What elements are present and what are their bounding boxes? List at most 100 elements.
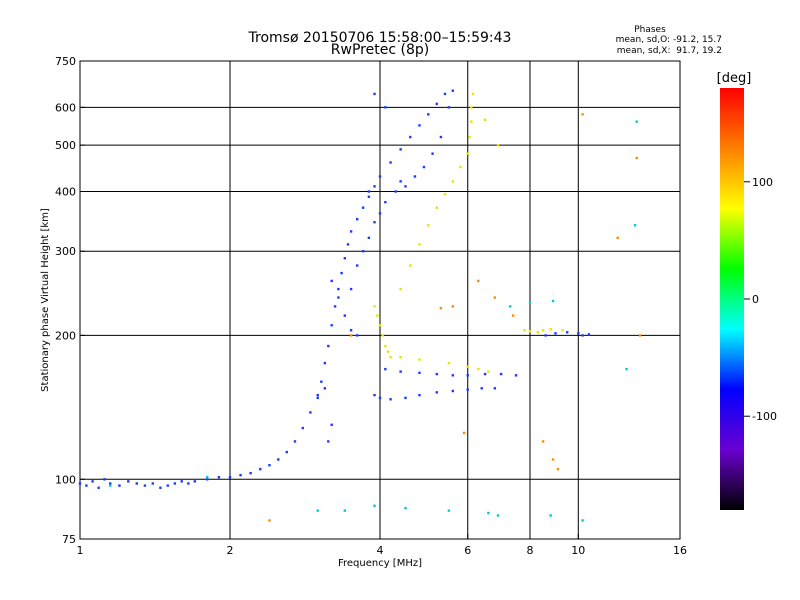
data-point bbox=[173, 482, 177, 485]
data-point bbox=[477, 279, 480, 283]
data-point bbox=[635, 156, 638, 160]
phases-heading: Phases bbox=[634, 25, 666, 35]
y-axis-ticks: 75 100 200 300 400 500 600 750 bbox=[55, 55, 85, 546]
data-point bbox=[431, 152, 434, 155]
data-point bbox=[541, 440, 545, 443]
data-point bbox=[528, 301, 532, 304]
data-point bbox=[577, 332, 580, 335]
data-point bbox=[166, 484, 169, 487]
data-point bbox=[135, 482, 138, 485]
data-point bbox=[418, 124, 421, 127]
x-tick-label: 8 bbox=[527, 544, 534, 557]
data-point bbox=[443, 92, 447, 96]
data-point bbox=[536, 331, 540, 334]
data-point bbox=[373, 393, 376, 397]
data-point bbox=[581, 113, 584, 116]
data-point bbox=[451, 89, 455, 92]
data-point bbox=[337, 296, 340, 299]
y-tick-label: 200 bbox=[55, 329, 76, 342]
data-point bbox=[85, 484, 88, 487]
data-point bbox=[323, 387, 327, 390]
data-point bbox=[343, 509, 347, 512]
data-point bbox=[451, 374, 455, 377]
data-point bbox=[389, 356, 392, 359]
data-point bbox=[551, 458, 555, 461]
data-point bbox=[544, 334, 547, 337]
data-point bbox=[389, 398, 392, 401]
grid-lines bbox=[80, 61, 680, 539]
data-point bbox=[349, 230, 353, 233]
data-point bbox=[127, 480, 130, 483]
chart-title: Tromsø 20150706 15:58:00–15:59:43 bbox=[248, 30, 512, 46]
data-point bbox=[447, 361, 451, 365]
data-point bbox=[459, 165, 462, 169]
data-point bbox=[499, 372, 503, 376]
data-point bbox=[447, 509, 451, 512]
data-point bbox=[514, 374, 518, 377]
data-point bbox=[399, 148, 402, 151]
x-tick-label: 6 bbox=[464, 544, 471, 557]
data-point bbox=[378, 396, 382, 400]
data-point bbox=[309, 411, 312, 414]
x-axis-label: Frequency [MHz] bbox=[338, 558, 422, 569]
data-point bbox=[496, 143, 500, 147]
data-point bbox=[487, 511, 490, 515]
data-point bbox=[541, 329, 545, 332]
data-point bbox=[367, 236, 371, 240]
data-point bbox=[466, 374, 469, 377]
data-point bbox=[451, 389, 455, 393]
data-point bbox=[109, 482, 112, 485]
data-point bbox=[528, 330, 532, 333]
y-tick-label: 500 bbox=[55, 139, 76, 152]
data-point bbox=[409, 264, 412, 267]
data-point bbox=[439, 306, 443, 310]
colorbar-ticks: 100 0 -100 bbox=[744, 176, 777, 423]
data-point bbox=[399, 287, 402, 291]
data-point bbox=[404, 506, 407, 510]
phases-o-stats: mean, sd,O: -91.2, 15.7 bbox=[616, 35, 722, 45]
data-point bbox=[523, 329, 526, 332]
data-point bbox=[638, 334, 642, 337]
data-point bbox=[427, 113, 430, 116]
data-point bbox=[418, 371, 421, 375]
data-point bbox=[493, 296, 497, 299]
data-point bbox=[549, 328, 552, 331]
data-point bbox=[373, 92, 376, 96]
data-point bbox=[551, 299, 555, 303]
data-point bbox=[330, 423, 333, 427]
x-tick-label: 16 bbox=[673, 544, 687, 557]
data-point bbox=[633, 224, 637, 227]
data-point bbox=[346, 243, 350, 246]
chart-subtitle: RwPretec (8p) bbox=[331, 42, 429, 58]
data-point bbox=[268, 464, 271, 467]
data-point bbox=[205, 478, 209, 481]
data-point bbox=[349, 329, 353, 332]
data-point bbox=[361, 250, 365, 253]
x-tick-label: 1 bbox=[77, 544, 84, 557]
data-point bbox=[466, 388, 469, 391]
data-point bbox=[451, 180, 455, 183]
data-point bbox=[439, 135, 443, 139]
data-point bbox=[228, 476, 232, 479]
data-point bbox=[159, 486, 162, 489]
data-point bbox=[404, 396, 407, 400]
data-point bbox=[316, 393, 319, 397]
data-point bbox=[399, 370, 402, 373]
data-point bbox=[91, 480, 94, 483]
data-point bbox=[249, 471, 252, 475]
data-point bbox=[355, 264, 359, 267]
data-point bbox=[565, 331, 569, 334]
data-point bbox=[418, 358, 421, 361]
data-point bbox=[413, 175, 417, 178]
y-tick-label: 400 bbox=[55, 185, 76, 198]
colorbar-tick-label: -100 bbox=[752, 410, 777, 423]
data-point bbox=[394, 190, 397, 193]
data-point bbox=[435, 391, 438, 394]
data-point bbox=[320, 380, 323, 383]
data-point bbox=[378, 175, 382, 178]
data-point bbox=[418, 243, 421, 246]
data-point bbox=[466, 152, 469, 155]
x-axis-ticks: 1 2 4 6 8 10 16 bbox=[77, 534, 687, 557]
data-point bbox=[373, 221, 376, 224]
data-point bbox=[367, 195, 371, 198]
